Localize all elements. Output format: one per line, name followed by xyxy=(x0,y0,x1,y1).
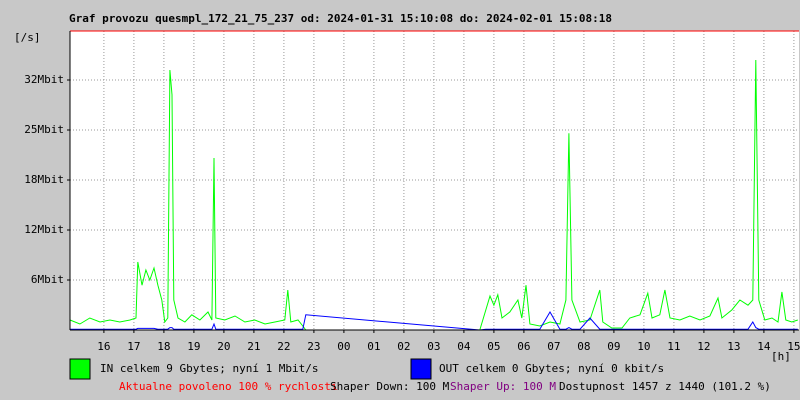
x-tick-label: 04 xyxy=(457,340,471,353)
x-tick-label: 02 xyxy=(397,340,410,353)
x-tick-label: 07 xyxy=(547,340,560,353)
x-tick-label: 11 xyxy=(667,340,680,353)
x-axis-label: [h] xyxy=(771,350,791,363)
y-axis-label: [/s] xyxy=(14,31,41,44)
x-tick-label: 22 xyxy=(277,340,290,353)
footer-note: Dostupnost 1457 z 1440 (101.2 %) xyxy=(559,380,771,393)
x-tick-label: 21 xyxy=(247,340,260,353)
x-tick-label: 23 xyxy=(307,340,320,353)
chart-title: Graf provozu quesmpl_172_21_75_237 od: 2… xyxy=(69,12,612,25)
x-tick-label: 13 xyxy=(727,340,740,353)
x-tick-label: 12 xyxy=(697,340,710,353)
legend-label: OUT celkem 0 Gbytes; nyní 0 kbit/s xyxy=(439,362,664,375)
footer-note: Shaper Up: 100 M xyxy=(450,380,556,393)
x-tick-label: 19 xyxy=(187,340,200,353)
y-tick-label: 6Mbit xyxy=(31,273,64,286)
legend-swatch xyxy=(69,358,91,380)
x-tick-label: 15 xyxy=(787,340,800,353)
x-tick-label: 16 xyxy=(97,340,110,353)
x-tick-label: 03 xyxy=(427,340,440,353)
y-tick-label: 25Mbit xyxy=(24,123,64,136)
y-tick-label: 18Mbit xyxy=(24,173,64,186)
footer-note: Shaper Down: 100 M xyxy=(330,380,450,393)
x-tick-label: 08 xyxy=(577,340,590,353)
x-tick-label: 17 xyxy=(127,340,140,353)
x-tick-label: 09 xyxy=(607,340,620,353)
x-tick-label: 20 xyxy=(217,340,230,353)
x-tick-label: 10 xyxy=(637,340,650,353)
x-tick-label: 18 xyxy=(157,340,170,353)
legend-swatch xyxy=(410,358,432,380)
x-tick-label: 01 xyxy=(367,340,380,353)
legend-label: IN celkem 9 Gbytes; nyní 1 Mbit/s xyxy=(100,362,319,375)
x-tick-label: 00 xyxy=(337,340,350,353)
series-line xyxy=(70,311,798,331)
x-tick-label: 06 xyxy=(517,340,530,353)
y-tick-label: 32Mbit xyxy=(24,73,64,86)
series-line xyxy=(69,59,798,331)
x-tick-label: 05 xyxy=(487,340,500,353)
footer-note: Aktualne povoleno 100 % rychlosti xyxy=(119,380,338,393)
y-tick-label: 12Mbit xyxy=(24,223,64,236)
plot-area xyxy=(70,31,799,330)
x-tick-label: 14 xyxy=(757,340,771,353)
